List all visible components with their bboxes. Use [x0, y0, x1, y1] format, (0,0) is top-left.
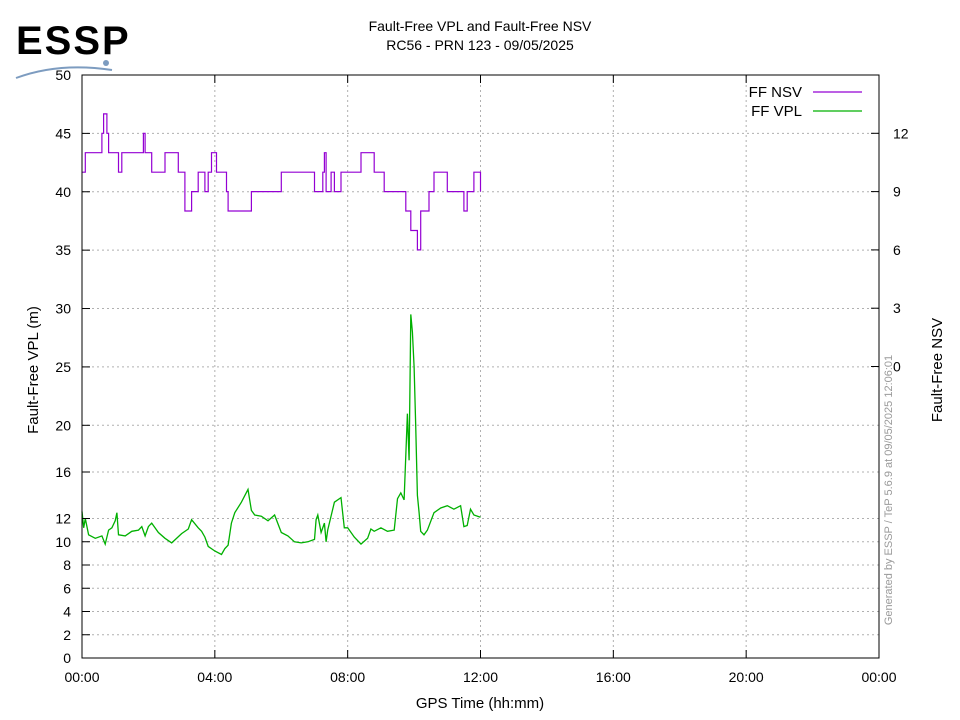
series-layer	[81, 113, 482, 556]
y2-tick-label: 3	[893, 300, 901, 316]
y-tick-label: 12	[55, 511, 71, 527]
x-tick-label: 08:00	[330, 669, 365, 685]
logo-swoosh	[15, 66, 113, 79]
x-tick-label: 04:00	[197, 669, 232, 685]
y-tick-label: 10	[55, 534, 71, 550]
x-axis-label: GPS Time (hh:mm)	[416, 695, 544, 712]
logo-dot	[103, 60, 109, 66]
series-line-ff-nsv	[82, 113, 482, 251]
chart-title: Fault-Free VPL and Fault-Free NSV	[369, 18, 592, 34]
logo-graphic: ESSP	[15, 19, 129, 79]
y-tick-label: 16	[55, 464, 71, 480]
x-tick-label: 00:00	[64, 669, 99, 685]
y2-tick-label: 12	[893, 125, 909, 141]
y-tick-label: 20	[55, 417, 71, 433]
chart-subtitle: RC56 - PRN 123 - 09/05/2025	[386, 37, 574, 53]
y-tick-label: 25	[55, 359, 71, 375]
y2-tick-label: 9	[893, 184, 901, 200]
y2-axis-label: Fault-Free NSV	[929, 318, 946, 422]
y-tick-label: 35	[55, 242, 71, 258]
legend-label-ff-vpl: FF VPL	[751, 103, 802, 120]
y-tick-label: 8	[63, 557, 71, 573]
y2-tick-label: 6	[893, 242, 901, 258]
series-line-ff-vpl	[81, 314, 481, 556]
x-tick-label: 20:00	[729, 669, 764, 685]
y-tick-label: 45	[55, 125, 71, 141]
y-tick-label: 30	[55, 301, 71, 317]
y-axis-label: Fault-Free VPL (m)	[25, 306, 42, 434]
y-tick-label: 0	[63, 650, 71, 666]
grid	[82, 75, 879, 658]
plot-frame	[81, 74, 880, 659]
y-tick-label: 50	[55, 67, 71, 83]
x-tick-label: 00:00	[861, 669, 896, 685]
legend-label-ff-nsv: FF NSV	[749, 84, 802, 101]
y-tick-label: 6	[63, 580, 71, 596]
y-tick-label: 4	[63, 604, 71, 620]
y-tick-label: 40	[55, 184, 71, 200]
y-tick-label: 2	[63, 627, 71, 643]
legend: FF NSV FF VPL	[749, 84, 862, 120]
x-tick-label: 16:00	[596, 669, 631, 685]
logo: ESSP	[14, 12, 129, 80]
y2-tick-label: 0	[893, 359, 901, 375]
logo-text: ESSP	[16, 19, 129, 63]
watermark: Generated by ESSP / TeP 5.6.9 at 09/05/2…	[883, 355, 895, 625]
ticks: 00:00 04:00 08:00 12:00 16:00 20:00 00:00 0 2 4 6 8…	[55, 67, 908, 685]
x-tick-label: 12:00	[463, 669, 498, 685]
